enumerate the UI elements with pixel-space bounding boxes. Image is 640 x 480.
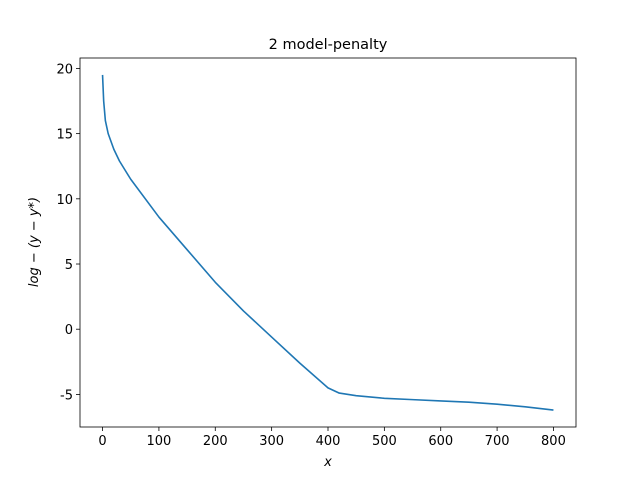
x-tick-label: 500 — [372, 434, 397, 449]
y-tick-label: 15 — [56, 128, 73, 143]
x-tick-label: 200 — [203, 434, 228, 449]
y-tick-label: 20 — [56, 62, 73, 77]
plot-frame — [79, 57, 577, 428]
x-tick-label: 400 — [316, 434, 341, 449]
x-tick-label: 0 — [98, 434, 106, 449]
y-tick-label: 5 — [65, 258, 73, 273]
x-tick-label: 100 — [146, 434, 171, 449]
y-tick-label: 10 — [56, 193, 73, 208]
x-tick-label: 800 — [541, 434, 566, 449]
chart-title: 2 model-penalty — [269, 37, 388, 53]
y-axis-label: log − (y − y*) — [27, 197, 42, 287]
x-tick-label: 600 — [428, 434, 453, 449]
x-tick-label: 700 — [485, 434, 510, 449]
line-series — [101, 74, 554, 411]
x-axis-label: x — [323, 455, 332, 470]
y-tick-label: 0 — [65, 323, 73, 338]
x-tick-label: 300 — [259, 434, 284, 449]
y-tick-label: -5 — [60, 388, 73, 403]
